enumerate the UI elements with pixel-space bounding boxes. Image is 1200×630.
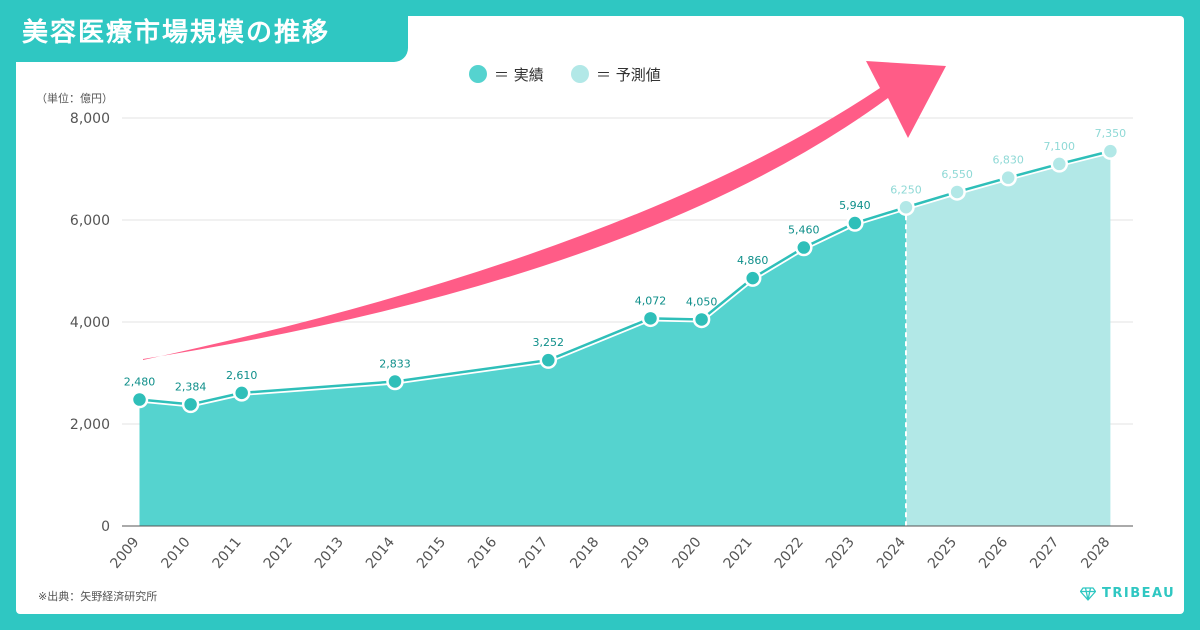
actual-point	[743, 269, 762, 287]
data-label: 6,250	[890, 183, 922, 196]
data-label: 4,072	[635, 294, 667, 307]
forecast-point	[897, 198, 915, 216]
x-tick-label: 2012	[261, 534, 296, 572]
legend-actual-label: ＝ 実績	[494, 66, 544, 84]
actual-point	[539, 351, 558, 369]
data-label: 6,550	[941, 168, 973, 181]
x-tick-label: 2020	[669, 534, 704, 572]
data-label: 7,100	[1044, 140, 1076, 153]
data-label: 3,252	[533, 336, 565, 349]
actual-point	[130, 390, 149, 409]
forecast-point	[1101, 142, 1120, 160]
forecast-point	[948, 183, 966, 201]
x-tick-label: 2028	[1078, 534, 1113, 572]
data-label: 5,460	[788, 224, 820, 237]
x-tick-label: 2010	[158, 534, 193, 572]
x-tick-label: 2018	[567, 534, 602, 572]
data-label: 2,833	[379, 358, 411, 371]
forecast-area	[906, 151, 1111, 526]
actual-point	[181, 395, 200, 414]
x-tick-label: 2011	[210, 534, 245, 572]
title-banner: 美容医療市場規模の推移	[0, 0, 408, 62]
source-note: ※出典：矢野経済研究所	[38, 590, 158, 603]
data-label: 7,350	[1095, 127, 1127, 140]
y-tick-label: 4,000	[70, 315, 110, 331]
actual-point	[641, 309, 660, 328]
y-tick-label: 6,000	[70, 213, 110, 229]
x-tick-label: 2023	[823, 534, 858, 572]
x-tick-label: 2014	[363, 534, 398, 572]
x-tick-label: 2009	[107, 534, 142, 572]
x-tick-label: 2013	[312, 534, 347, 572]
x-tick-label: 2015	[414, 534, 449, 572]
y-tick-label: 0	[101, 519, 110, 535]
actual-point	[232, 384, 251, 402]
actual-point	[386, 372, 404, 391]
data-labels: 2,480 2,384 2,610 2,833 3,252 4,072 4,050 4,860…	[124, 127, 1126, 393]
x-tick-label: 2022	[772, 534, 807, 572]
area-fills	[139, 151, 1111, 526]
x-tick-label: 2021	[721, 534, 756, 572]
actual-point	[795, 238, 813, 257]
data-label: 2,610	[226, 369, 258, 382]
legend-forecast-label: ＝ 予測値	[596, 66, 661, 84]
data-label: 6,830	[992, 154, 1024, 167]
data-label: 4,050	[686, 295, 718, 308]
brand-logo: TRIBEAU	[1080, 586, 1175, 601]
legend-forecast-swatch	[571, 65, 589, 83]
legend: ＝ 実績 ＝ 予測値	[469, 65, 661, 84]
forecast-point	[1050, 155, 1069, 173]
x-tick-label: 2025	[925, 534, 960, 572]
data-label: 2,480	[124, 376, 156, 389]
y-tick-label: 2,000	[70, 417, 110, 433]
x-tick-label: 2024	[874, 534, 909, 572]
x-tick-label: 2016	[465, 534, 500, 572]
data-label: 4,860	[737, 254, 769, 267]
diamond-icon	[1080, 586, 1096, 601]
brand-name: TRIBEAU	[1102, 586, 1176, 601]
x-tick-label: 2019	[618, 534, 653, 572]
page-title: 美容医療市場規模の推移	[22, 18, 331, 48]
unit-label: （単位：億円）	[36, 91, 113, 105]
data-label: 5,940	[839, 199, 871, 212]
actual-point	[846, 214, 864, 232]
data-label: 2,384	[175, 380, 207, 393]
x-tick-label: 2027	[1027, 534, 1062, 572]
legend-actual-swatch	[469, 65, 487, 83]
actual-point	[692, 310, 711, 329]
forecast-point	[999, 168, 1017, 187]
y-tick-label: 8,000	[70, 111, 110, 127]
data-points	[130, 142, 1120, 414]
x-tick-label: 2017	[516, 534, 551, 572]
x-tick-label: 2026	[976, 534, 1011, 572]
